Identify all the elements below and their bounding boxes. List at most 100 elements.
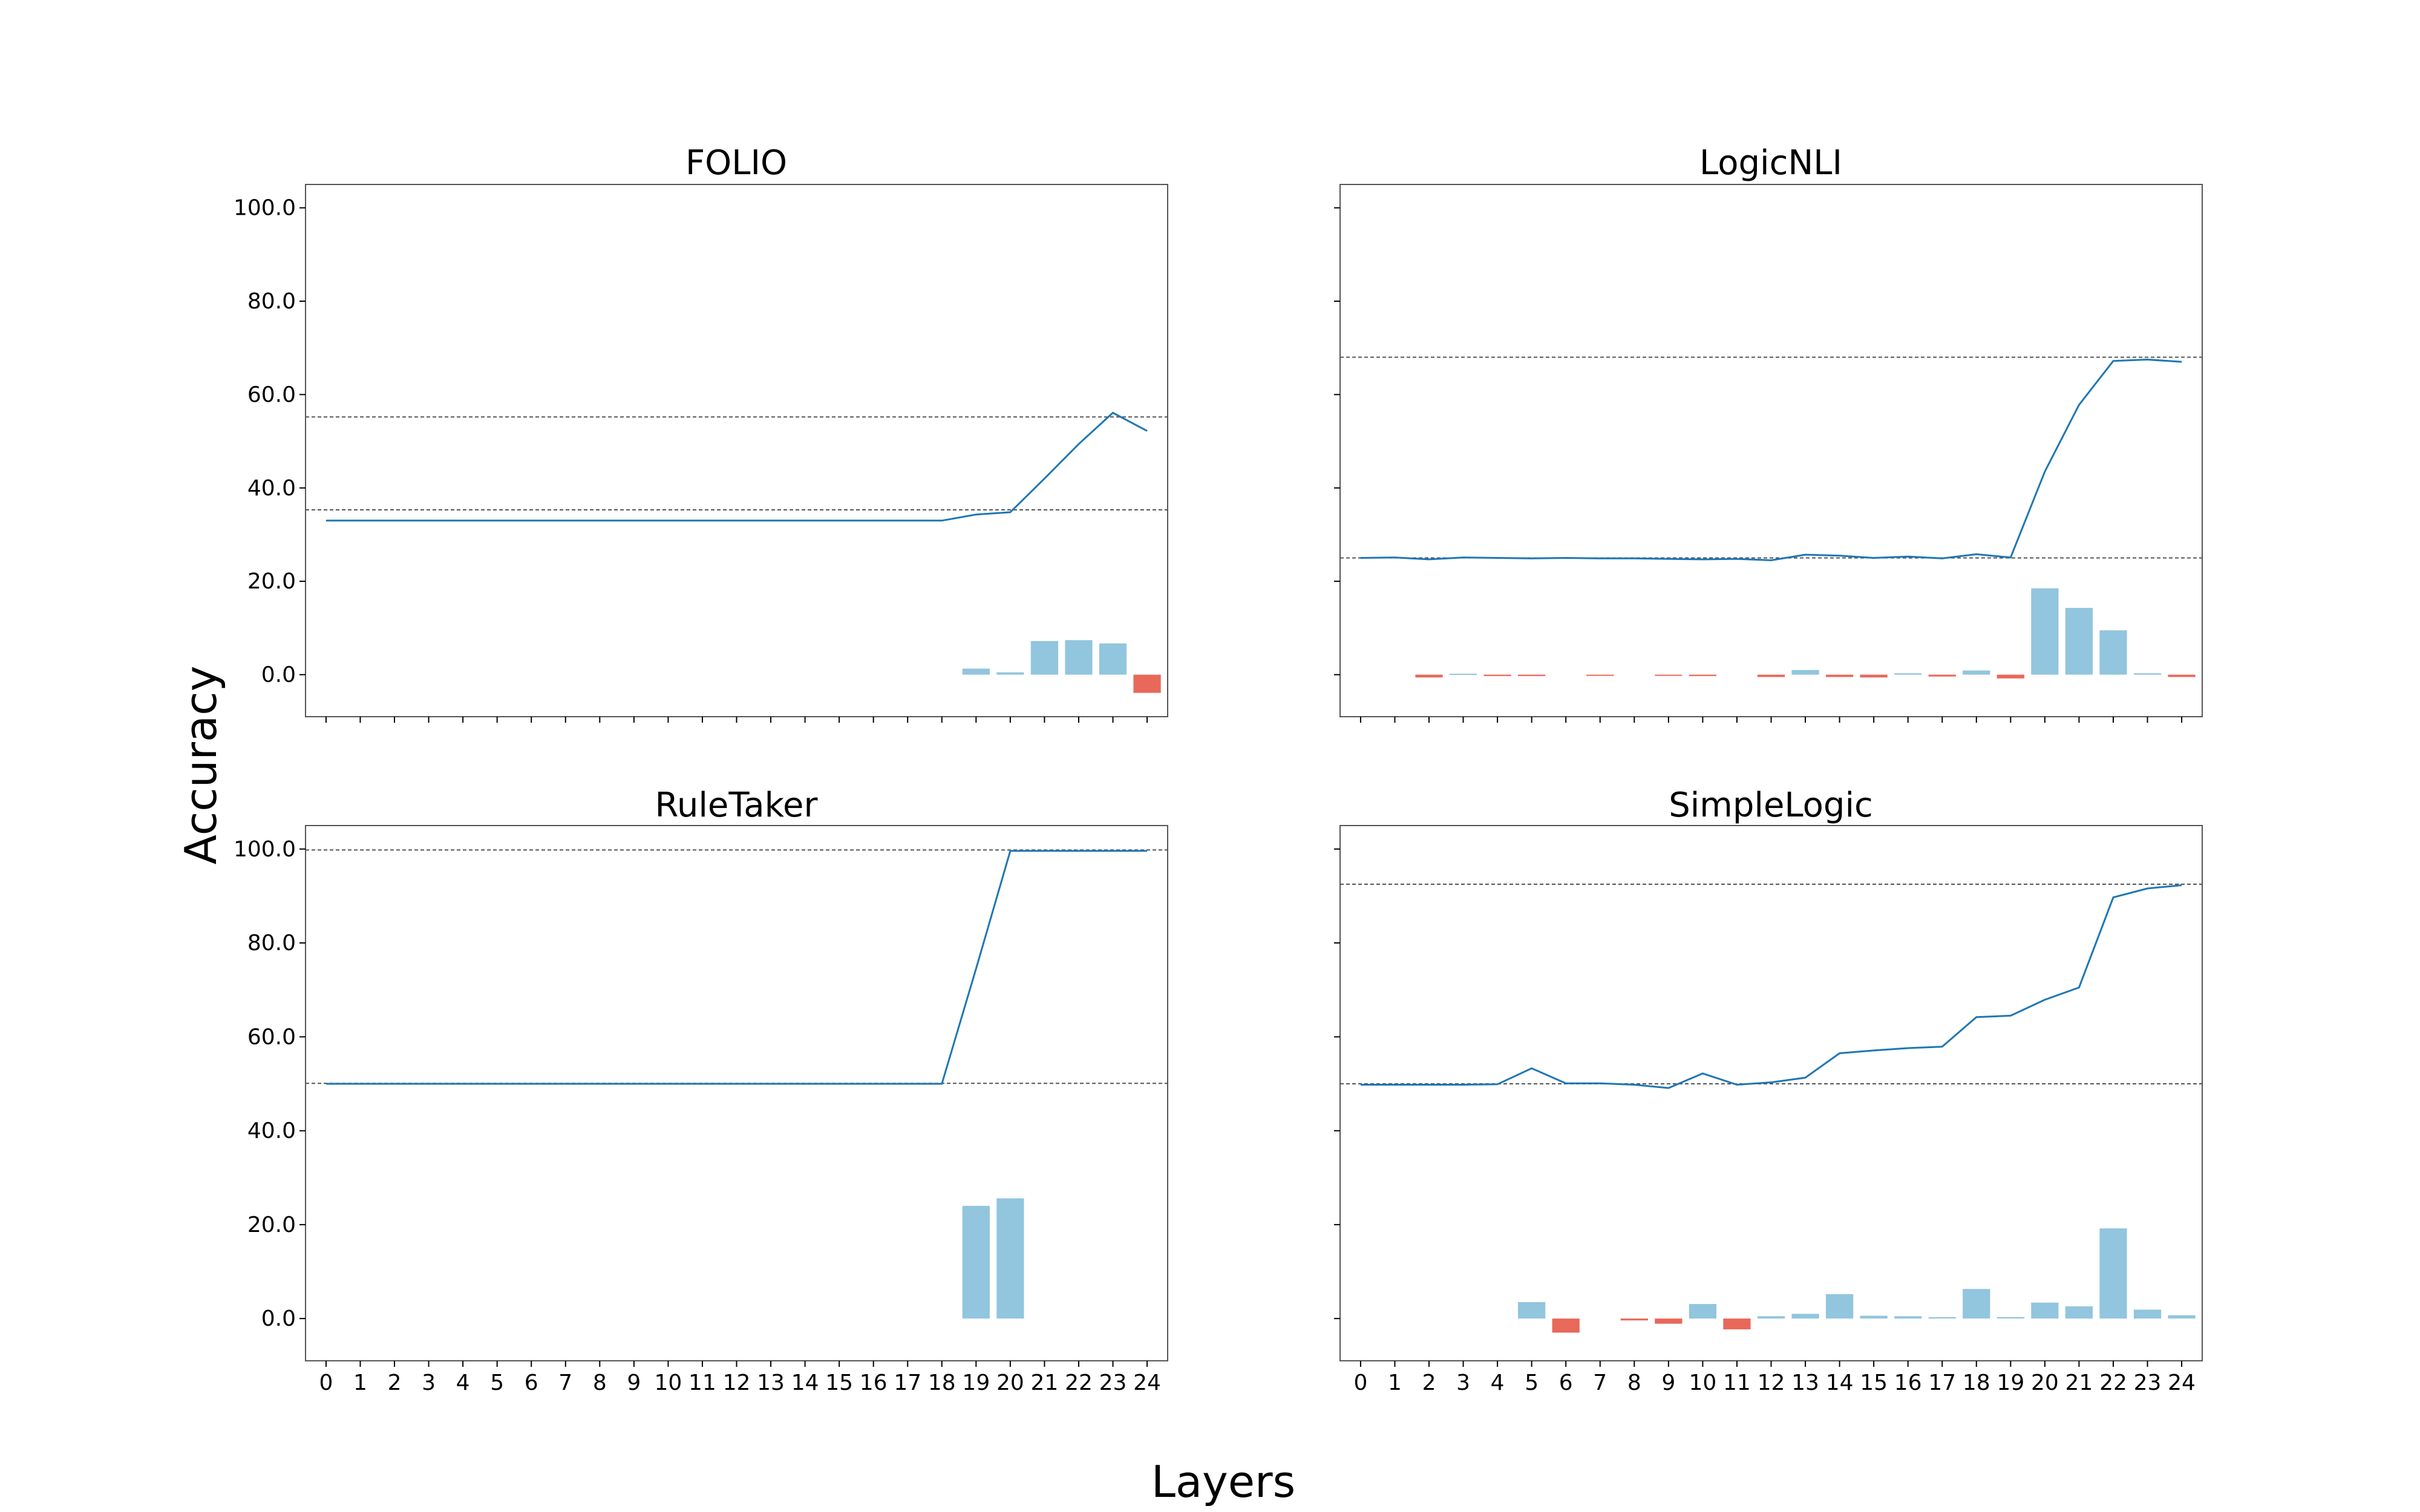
- x-tick-label: 17: [894, 1370, 921, 1395]
- x-tick-label: 24: [2168, 1370, 2196, 1395]
- x-tick-label: 14: [791, 1370, 819, 1395]
- bar: [1030, 640, 1059, 675]
- x-tick-label: 6: [1559, 1370, 1573, 1395]
- x-tick-label: 2: [1422, 1370, 1436, 1395]
- x-tick-label: 10: [654, 1370, 682, 1395]
- y-tick-label: 100.0: [234, 837, 296, 862]
- bar: [1825, 1294, 1854, 1319]
- x-tick-label: 11: [1723, 1370, 1751, 1395]
- series-line: [325, 850, 1148, 1085]
- bar: [1655, 1318, 1683, 1324]
- y-tick-label: 0.0: [261, 1306, 296, 1331]
- x-tick-label: 4: [456, 1370, 470, 1395]
- x-tick-label: 20: [996, 1370, 1024, 1395]
- bar: [2099, 1228, 2127, 1319]
- x-tick-label: 3: [422, 1370, 436, 1395]
- x-tick-label: 20: [2031, 1370, 2059, 1395]
- y-tick-label: 60.0: [247, 382, 296, 407]
- panel-title: SimpleLogic: [1669, 786, 1873, 825]
- bar: [1689, 1304, 1717, 1319]
- x-tick-label: 18: [1963, 1370, 1990, 1395]
- bar: [1757, 674, 1785, 677]
- x-tick-label: 21: [2065, 1370, 2093, 1395]
- y-tick-label: 20.0: [247, 569, 296, 594]
- y-tick-label: 40.0: [247, 1119, 296, 1144]
- x-tick-label: 23: [1099, 1370, 1127, 1395]
- bar: [962, 1205, 990, 1319]
- x-tick-label: 4: [1491, 1370, 1505, 1395]
- y-tick-label: 0.0: [261, 663, 296, 688]
- x-tick-label: 16: [860, 1370, 888, 1395]
- x-tick-label: 22: [1065, 1370, 1093, 1395]
- x-tick-label: 13: [757, 1370, 785, 1395]
- y-tick-label: 80.0: [247, 289, 296, 314]
- y-tick-label: 40.0: [247, 476, 296, 501]
- x-tick-label: 16: [1894, 1370, 1922, 1395]
- y-tick-label: 100.0: [234, 196, 296, 221]
- bar: [1860, 674, 1888, 678]
- x-tick-label: 15: [1860, 1370, 1888, 1395]
- bar: [1791, 1314, 1819, 1319]
- bar: [1723, 1318, 1751, 1329]
- x-tick-label: 12: [1758, 1370, 1785, 1395]
- bar: [2065, 1306, 2093, 1319]
- bar: [1928, 674, 1956, 677]
- bar: [1518, 1302, 1546, 1319]
- bar: [2031, 588, 2059, 675]
- x-tick-label: 1: [1388, 1370, 1402, 1395]
- bar: [2168, 674, 2196, 677]
- x-tick-label: 2: [388, 1370, 402, 1395]
- bar: [2099, 630, 2127, 675]
- bar: [1791, 670, 1819, 675]
- bar: [1620, 1318, 1648, 1321]
- bar: [1518, 674, 1546, 676]
- bar: [1655, 674, 1683, 676]
- x-tick-label: 1: [353, 1370, 367, 1395]
- x-tick-label: 12: [723, 1370, 751, 1395]
- bar: [1099, 643, 1127, 675]
- x-tick-label: 7: [1593, 1370, 1607, 1395]
- bar: [1586, 674, 1614, 676]
- bar: [962, 668, 990, 675]
- y-tick-label: 20.0: [247, 1213, 296, 1237]
- bar: [1415, 674, 1443, 678]
- bar: [1757, 1316, 1785, 1319]
- x-tick-label: 21: [1031, 1370, 1059, 1395]
- bar: [1825, 674, 1854, 677]
- bar: [996, 1198, 1024, 1319]
- x-tick-label: 8: [1627, 1370, 1641, 1395]
- x-tick-label: 24: [1133, 1370, 1161, 1395]
- bar: [1483, 674, 1511, 676]
- bar: [1894, 1316, 1922, 1319]
- bar: [1928, 1317, 1956, 1319]
- bar: [1552, 1318, 1580, 1333]
- x-tick-label: 18: [928, 1370, 956, 1395]
- bar: [1963, 670, 1990, 675]
- x-tick-label: 22: [2099, 1370, 2127, 1395]
- x-tick-label: 3: [1456, 1370, 1470, 1395]
- series-line: [1360, 358, 2182, 561]
- panel-title: LogicNLI: [1699, 143, 1842, 183]
- x-tick-label: 0: [1353, 1370, 1367, 1395]
- bar: [1689, 674, 1717, 676]
- x-tick-label: 23: [2134, 1370, 2162, 1395]
- x-tick-label: 0: [319, 1370, 333, 1395]
- panel-folio: FOLIO 0.0 20.0 40.0 60.0 80.0 100.0: [234, 143, 1168, 723]
- bar: [1860, 1315, 1888, 1319]
- x-tick-label: 14: [1826, 1370, 1854, 1395]
- bar: [2031, 1302, 2059, 1319]
- x-axis-label: Layers: [1151, 1456, 1295, 1507]
- bar: [1996, 1317, 2024, 1319]
- x-tick-label: 15: [825, 1370, 853, 1395]
- panel-title: RuleTaker: [655, 786, 818, 825]
- y-tick-label: 80.0: [247, 931, 296, 956]
- y-tick-label: 60.0: [247, 1025, 296, 1049]
- bar: [1133, 674, 1161, 693]
- y-axis-label: Accuracy: [175, 666, 226, 865]
- x-tick-label: 19: [1996, 1370, 2024, 1395]
- x-tick-label: 11: [688, 1370, 716, 1395]
- x-tick-label: 9: [1661, 1370, 1675, 1395]
- x-tick-label: 5: [490, 1370, 504, 1395]
- x-tick-label: 7: [558, 1370, 572, 1395]
